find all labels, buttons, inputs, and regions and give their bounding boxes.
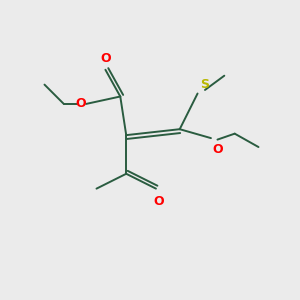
Text: O: O xyxy=(212,142,223,156)
Text: O: O xyxy=(100,52,111,65)
Text: O: O xyxy=(154,195,164,208)
Text: S: S xyxy=(200,78,209,91)
Text: O: O xyxy=(75,98,86,110)
